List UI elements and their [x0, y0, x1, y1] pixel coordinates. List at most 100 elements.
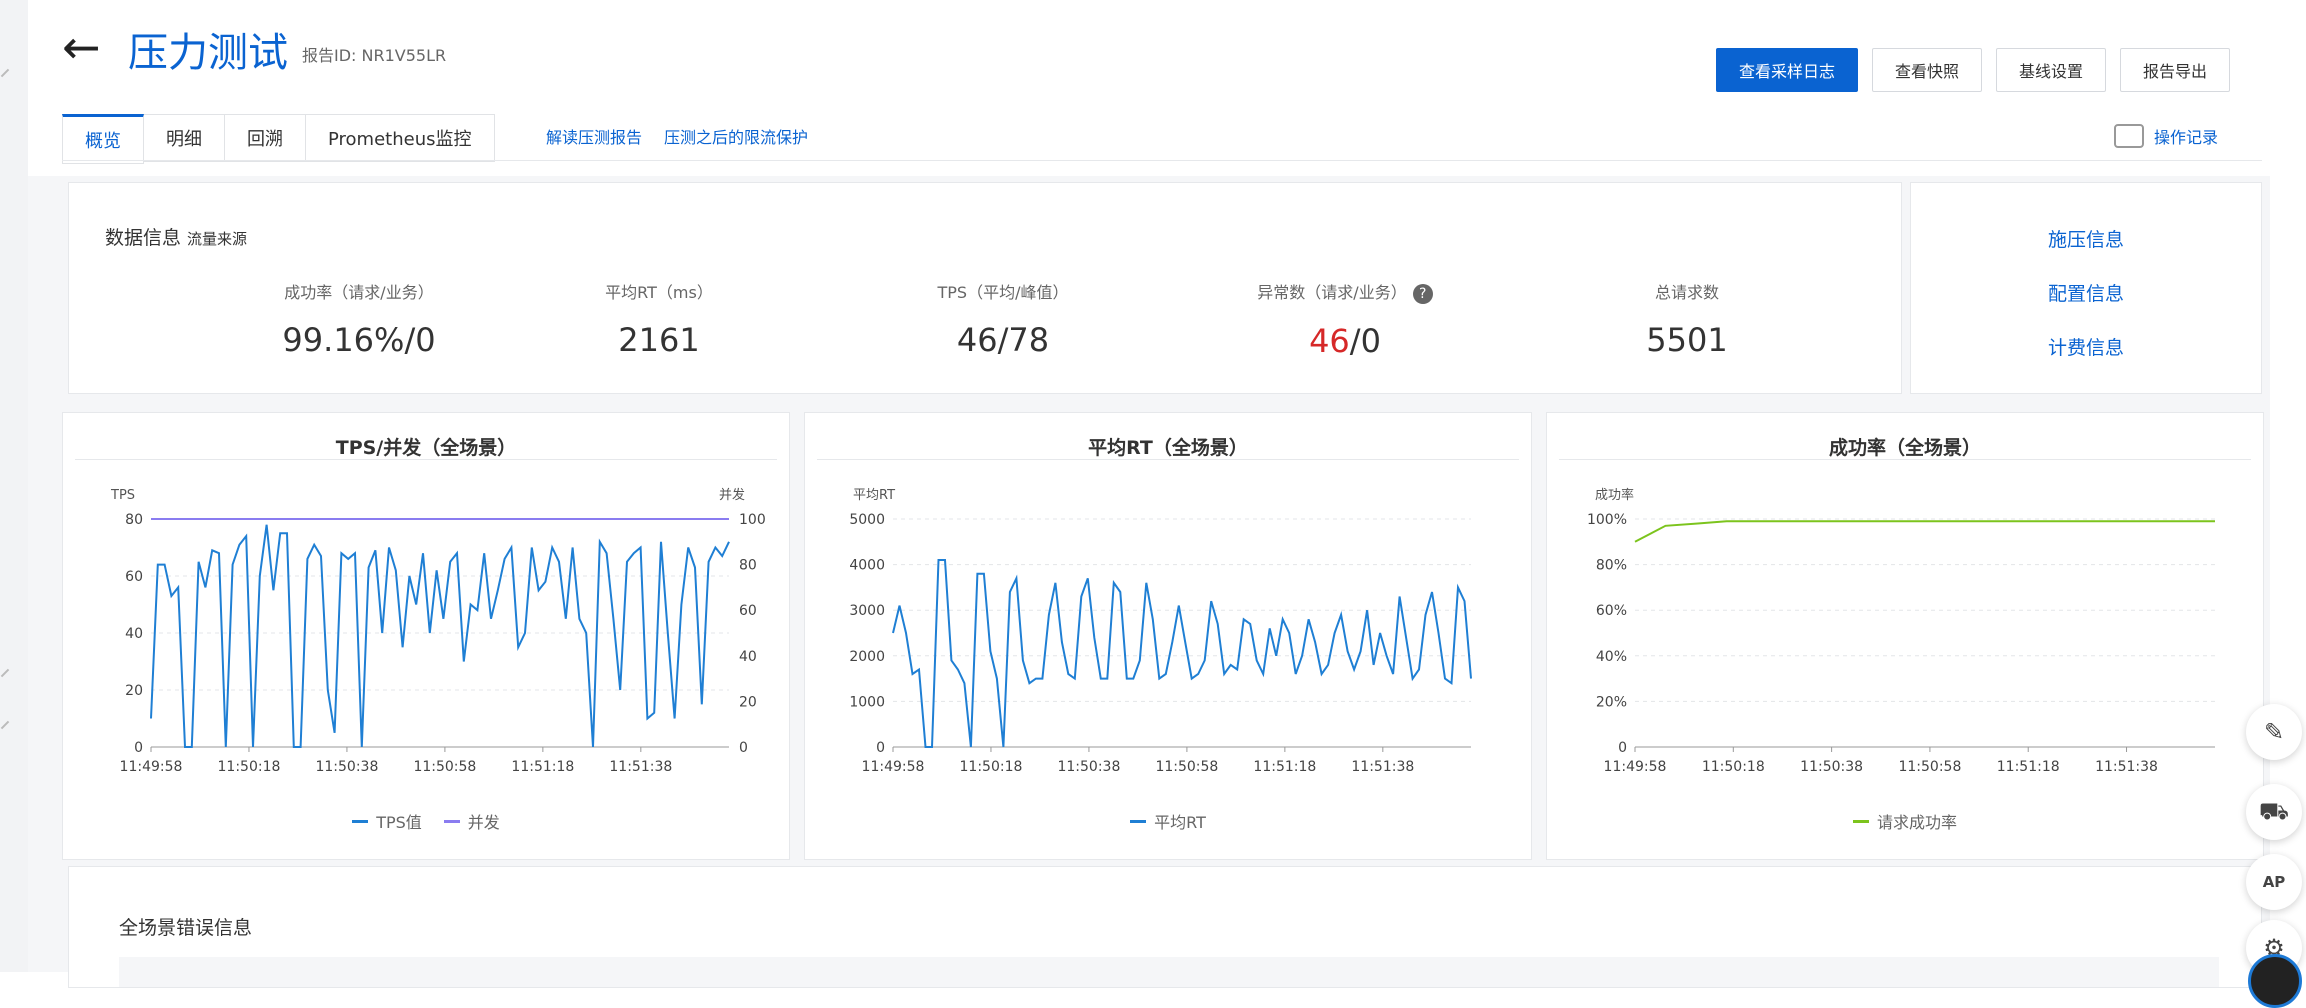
- average-rt-chart: 平均RT（全场景） 0 1000 2000 3000 4000 5000 平均RT 11:49…: [804, 412, 1532, 860]
- metric-value: 2161: [618, 321, 700, 359]
- y2-axis-label: 并发: [719, 487, 745, 503]
- error-info-section: 全场景错误信息: [68, 866, 2262, 988]
- legend-average-rt[interactable]: 平均RT: [1130, 809, 1206, 833]
- metric-label: TPS（平均/峰值）: [937, 283, 1069, 302]
- y-tick-label: 80: [125, 512, 143, 528]
- y2-tick-label: 40: [739, 649, 757, 665]
- tab-overview[interactable]: 概览: [62, 114, 144, 164]
- legend-swatch: [1130, 819, 1147, 823]
- api-icon[interactable]: AP: [2246, 854, 2302, 910]
- tab-trace-back[interactable]: 回溯: [225, 114, 306, 162]
- y-axis-label: 平均RT: [853, 488, 895, 503]
- legend-tps[interactable]: TPS值: [352, 809, 422, 833]
- metric-value: 46/0: [1165, 322, 1525, 360]
- x-tick-label: 11:50:38: [315, 759, 378, 775]
- metric-tps: TPS（平均/峰值） 46/78: [823, 279, 1183, 359]
- x-tick-label: 11:50:58: [1155, 759, 1218, 775]
- legend-label: 并发: [467, 813, 500, 832]
- y-tick-label: 60: [125, 569, 143, 585]
- y-axis-label: TPS: [110, 488, 135, 503]
- y-tick-label: 40: [125, 626, 143, 642]
- chart-title: 平均RT（全场景）: [1088, 437, 1248, 459]
- x-tick-label: 11:51:18: [1253, 759, 1316, 775]
- legend-label: TPS值: [376, 813, 422, 832]
- y2-tick-label: 60: [739, 603, 757, 619]
- tabs-divider: [62, 160, 2262, 161]
- traffic-source-link[interactable]: 流量来源: [187, 230, 248, 248]
- section-title: 全场景错误信息: [119, 917, 253, 939]
- metric-value: 5501: [1646, 321, 1728, 359]
- edit-icon[interactable]: ✎: [2246, 704, 2302, 760]
- page-header: ← 压力测试 报告ID: NR1V55LR 查看采样日志 查看快照 基线设置 报…: [28, 0, 2270, 176]
- back-arrow-icon[interactable]: ←: [62, 20, 101, 74]
- cart-icon[interactable]: ⛟: [2246, 784, 2302, 840]
- tab-detail[interactable]: 明细: [144, 114, 225, 162]
- legend-concurrency[interactable]: 并发: [443, 809, 500, 833]
- x-tick-label: 11:51:18: [511, 759, 574, 775]
- y2-tick-label: 80: [739, 558, 757, 574]
- y2-tick-label: 20: [739, 694, 757, 710]
- operation-record-link[interactable]: 操作记录: [2113, 124, 2218, 148]
- metric-average-rt: 平均RT（ms） 2161: [479, 279, 839, 359]
- business-exception-count: /0: [1349, 321, 1381, 360]
- y-tick-label: 0: [1618, 740, 1627, 756]
- metric-label: 平均RT（ms）: [605, 283, 713, 302]
- metric-success-rate: 成功率（请求/业务） 99.16%/0: [179, 279, 539, 359]
- success-rate-chart: 成功率（全场景） 0 20% 40% 60% 80% 100% 成功率 11:49:58 11:…: [1546, 412, 2264, 860]
- metric-value: 46/78: [956, 321, 1050, 359]
- operation-record-label: 操作记录: [2153, 128, 2218, 147]
- interpret-report-link[interactable]: 解读压测报告: [546, 128, 643, 147]
- sidebar-tick-mark: [0, 720, 10, 730]
- data-info-header: 数据信息 流量来源: [105, 223, 247, 250]
- user-avatar[interactable]: [2248, 954, 2302, 1008]
- hand-pointer-icon: [2113, 124, 2144, 148]
- baseline-settings-button[interactable]: 基线设置: [1995, 48, 2106, 92]
- legend-swatch: [352, 819, 369, 823]
- y-axis-label: 成功率: [1595, 487, 1634, 503]
- y2-tick-label: 100: [739, 512, 766, 528]
- info-links-card: 施压信息 配置信息 计费信息: [1910, 182, 2262, 394]
- x-tick-label: 11:49:58: [862, 759, 925, 775]
- x-tick-label: 11:51:38: [609, 759, 672, 775]
- metric-label-row: 异常数（请求/业务）?: [1165, 279, 1525, 304]
- billing-info-link[interactable]: 计费信息: [2047, 337, 2124, 359]
- x-tick-label: 11:49:58: [1604, 759, 1667, 775]
- y-tick-label: 1000: [849, 694, 885, 710]
- x-tick-label: 11:50:18: [1702, 759, 1765, 775]
- x-tick-label: 11:50:18: [218, 759, 281, 775]
- x-tick-label: 11:50:38: [1800, 759, 1863, 775]
- data-info-card: 数据信息 流量来源 成功率（请求/业务） 99.16%/0 平均RT（ms） 21…: [68, 182, 1902, 394]
- legend-swatch: [443, 819, 460, 823]
- tps-chart-svg: 0 20 40 60 80 TPS 0 20 40 60 80 100 并发 11:49:58 11:50:…: [110, 487, 766, 775]
- series-line: [892, 559, 1472, 748]
- pressure-info-link[interactable]: 施压信息: [2047, 229, 2124, 251]
- y-tick-label: 5000: [849, 512, 885, 528]
- metric-exceptions: 异常数（请求/业务）? 46/0: [1165, 279, 1525, 360]
- sidebar-tick-mark: [0, 668, 10, 678]
- view-sampling-log-button[interactable]: 查看采样日志: [1715, 48, 1858, 92]
- legend-success-rate[interactable]: 请求成功率: [1852, 809, 1957, 833]
- series-line: [1634, 520, 2215, 543]
- y-tick-label: 0: [876, 740, 885, 756]
- y-tick-label: 0: [134, 740, 143, 756]
- left-sidebar-rail: ‹: [0, 0, 54, 972]
- view-snapshot-button[interactable]: 查看快照: [1871, 48, 1982, 92]
- tab-prometheus[interactable]: Prometheus监控: [306, 114, 495, 162]
- y-tick-label: 100%: [1587, 512, 1627, 528]
- x-tick-label: 11:50:18: [960, 759, 1023, 775]
- main-content: ← 压力测试 报告ID: NR1V55LR 查看采样日志 查看快照 基线设置 报…: [28, 0, 2270, 988]
- chart-title-rule: [75, 459, 777, 460]
- rate-limit-link[interactable]: 压测之后的限流保护: [664, 128, 809, 147]
- legend-label: 请求成功率: [1876, 813, 1957, 832]
- config-info-link[interactable]: 配置信息: [2047, 283, 2124, 305]
- x-tick-label: 11:49:58: [120, 759, 183, 775]
- metric-label: 成功率（请求/业务）: [284, 283, 434, 302]
- export-report-button[interactable]: 报告导出: [2119, 48, 2230, 92]
- sidebar-tick-mark: [0, 68, 10, 78]
- chart-title-rule: [1559, 459, 2251, 460]
- y-tick-label: 40%: [1596, 649, 1627, 665]
- y-tick-label: 2000: [849, 649, 885, 665]
- y2-tick-label: 0: [739, 740, 748, 756]
- help-icon[interactable]: ?: [1412, 283, 1433, 304]
- tps-concurrency-chart: TPS/并发（全场景） 0 20 40 60 80 TPS 0 20 40 60 80 100 并发 11…: [62, 412, 790, 860]
